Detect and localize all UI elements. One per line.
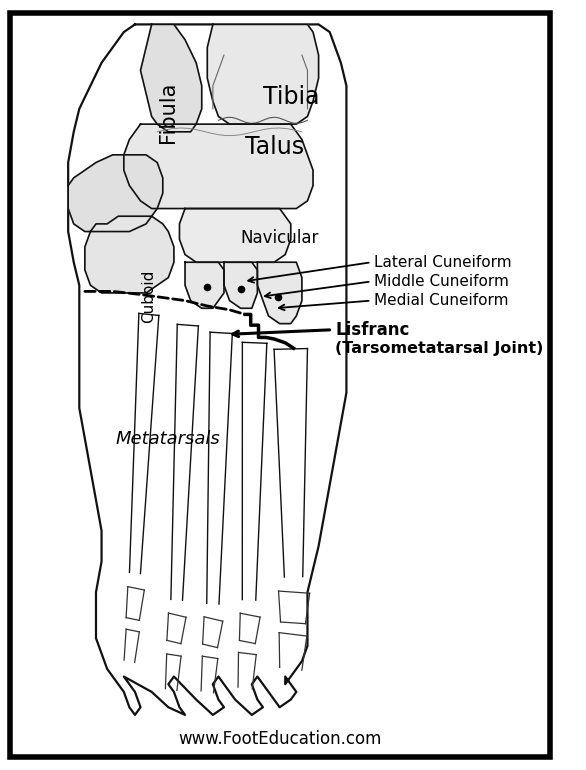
- Text: Talus: Talus: [244, 136, 304, 159]
- Polygon shape: [185, 263, 224, 308]
- Polygon shape: [141, 25, 202, 132]
- Text: www.FootEducation.com: www.FootEducation.com: [178, 731, 381, 748]
- Text: Metatarsals: Metatarsals: [116, 430, 221, 447]
- Polygon shape: [68, 155, 163, 232]
- Text: Lisfranc: Lisfranc: [335, 321, 410, 339]
- Text: Lateral Cuneiform: Lateral Cuneiform: [374, 255, 512, 270]
- Text: Medial Cuneiform: Medial Cuneiform: [374, 293, 509, 308]
- Text: Navicular: Navicular: [240, 229, 319, 247]
- Polygon shape: [124, 124, 313, 209]
- Text: Middle Cuneiform: Middle Cuneiform: [374, 274, 509, 289]
- Polygon shape: [179, 209, 291, 263]
- Polygon shape: [207, 25, 319, 124]
- Text: (Tarsometatarsal Joint): (Tarsometatarsal Joint): [335, 340, 544, 356]
- Text: Fibula: Fibula: [158, 82, 178, 143]
- Polygon shape: [224, 263, 257, 308]
- Polygon shape: [85, 216, 174, 293]
- Polygon shape: [257, 263, 302, 323]
- Text: Cuboid: Cuboid: [141, 270, 156, 323]
- Text: Tibia: Tibia: [263, 85, 319, 109]
